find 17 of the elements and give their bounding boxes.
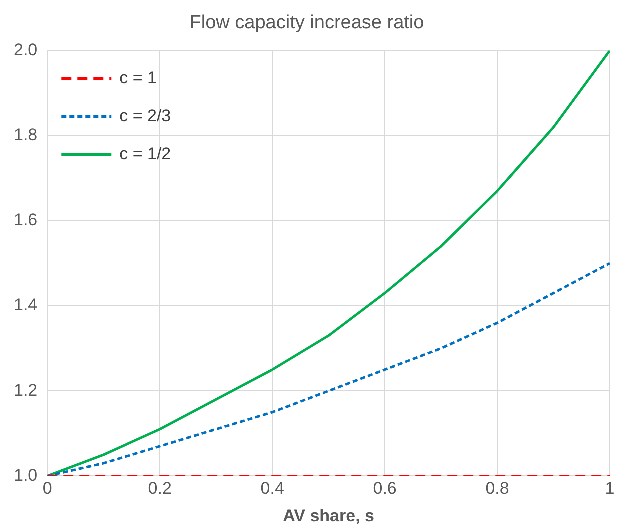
chart-title: Flow capacity increase ratio (190, 12, 424, 34)
x-tick-label: 0.8 (486, 479, 510, 498)
y-tick-label: 1.8 (14, 126, 38, 145)
legend-label: c = 2/3 (120, 106, 172, 126)
y-tick-label: 1.0 (14, 466, 38, 485)
legend-label: c = 1 (120, 68, 157, 88)
x-tick-label: 0.4 (260, 479, 284, 498)
legend-label: c = 1/2 (120, 144, 172, 164)
x-axis-title: AV share, s (283, 506, 374, 526)
x-tick-label: 0.2 (148, 479, 172, 498)
x-tick-label: 1 (605, 479, 615, 498)
y-tick-label: 2.0 (14, 40, 38, 60)
x-tick-label: 0 (42, 479, 52, 498)
y-tick-label: 1.2 (14, 380, 38, 400)
y-tick-label: 1.6 (14, 210, 38, 230)
y-tick-label: 1.4 (14, 296, 38, 315)
x-tick-label: 0.6 (373, 479, 397, 498)
